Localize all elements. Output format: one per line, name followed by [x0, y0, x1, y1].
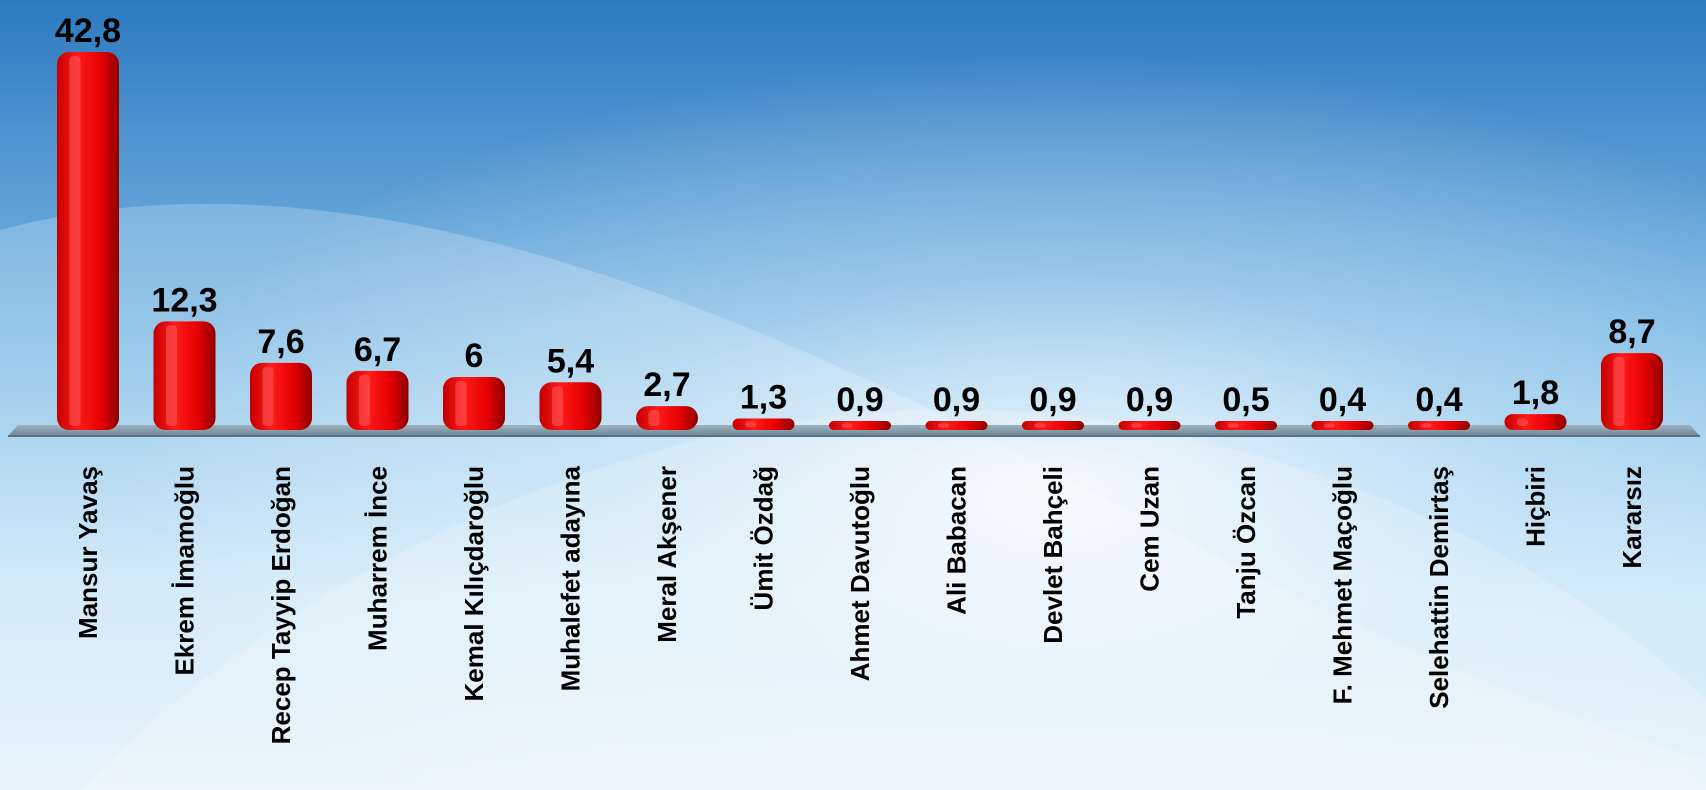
background-swoosh: [0, 203, 1706, 790]
category-label: Selehattin Demirtaş: [1424, 466, 1454, 709]
value-label: 12,3: [151, 281, 217, 319]
bar: [1215, 421, 1277, 430]
category-label: Hiçbiri: [1521, 466, 1551, 547]
bar-highlight: [1613, 357, 1625, 426]
bar-highlight: [1420, 423, 1432, 428]
category-label: Ahmet Davutoğlu: [845, 466, 875, 681]
bar: [1408, 421, 1470, 430]
bar: [153, 321, 216, 430]
bar-highlight: [165, 325, 178, 426]
category-label: F. Mehmet Maçoğlu: [1328, 466, 1358, 704]
category-label: Devlet Bahçeli: [1038, 466, 1068, 644]
value-label: 0,4: [1319, 381, 1366, 419]
value-labels-group: 42,8 12,3 7,6 6,7 6 5,4 2,7 1,3 0,9 0,9 0,9 0,9 0,5 0…: [55, 12, 1656, 419]
category-label: Ekrem İmamoğlu: [170, 466, 200, 676]
bar: [539, 382, 602, 430]
bar-highlight: [69, 56, 81, 426]
category-label: Tanju Özcan: [1231, 466, 1261, 619]
bar-highlight: [1034, 423, 1046, 428]
value-label: 0,5: [1222, 381, 1269, 419]
bar: [925, 421, 988, 430]
value-label: 6: [465, 337, 484, 375]
value-label: 6,7: [354, 331, 401, 369]
value-label: 1,8: [1512, 374, 1559, 412]
value-label: 5,4: [547, 342, 594, 380]
value-label: 0,4: [1415, 381, 1462, 419]
chart-floor: [8, 425, 1700, 437]
background-swoosh-2: [80, 409, 1706, 790]
bar-highlight: [648, 410, 660, 426]
bar-highlight: [937, 423, 950, 428]
category-label: Kararsız: [1617, 466, 1647, 569]
category-label: Kemal Kılıçdaroğlu: [459, 466, 489, 702]
value-label: 7,6: [257, 323, 304, 361]
bar: [1504, 414, 1567, 430]
bar-highlight: [1323, 423, 1336, 428]
floor-plane: [8, 425, 1700, 436]
category-label: Ümit Özdağ: [749, 466, 779, 610]
bar: [829, 421, 891, 430]
bar: [1601, 353, 1663, 430]
bar: [346, 370, 409, 430]
bar: [1022, 421, 1084, 430]
category-label: Mansur Yavaş: [73, 466, 103, 639]
category-label: Cem Uzan: [1135, 466, 1165, 592]
bar: [57, 52, 119, 430]
category-label: Muhalefet adayına: [556, 465, 586, 691]
bar-highlight: [551, 386, 564, 426]
value-label: 0,9: [836, 381, 883, 419]
bar: [443, 377, 505, 430]
bar-highlight: [1227, 423, 1239, 428]
category-label: Meral Akşener: [652, 466, 682, 643]
bar-highlight: [455, 381, 467, 426]
bar: [1311, 421, 1374, 430]
category-label: Ali Babacan: [942, 466, 972, 615]
bar: [1118, 421, 1181, 430]
bar-highlight: [358, 374, 371, 426]
bar-highlight: [744, 421, 757, 428]
bar-highlight: [1130, 423, 1143, 428]
bar-highlight: [262, 366, 274, 426]
value-label: 1,3: [740, 379, 787, 417]
value-label: 0,9: [1029, 381, 1076, 419]
category-labels-group: Mansur Yavaş Ekrem İmamoğlu Recep Tayyip E…: [73, 465, 1647, 744]
bar-highlight: [1516, 418, 1529, 427]
category-label: Recep Tayyip Erdoğan: [266, 466, 296, 744]
bars-group: [57, 52, 1663, 430]
value-label: 8,7: [1608, 313, 1655, 351]
value-label: 2,7: [643, 366, 690, 404]
bar: [250, 362, 312, 430]
bar-highlight: [841, 423, 853, 428]
value-label: 42,8: [55, 12, 121, 50]
bar: [732, 418, 795, 430]
value-label: 0,9: [1126, 381, 1173, 419]
value-label: 0,9: [933, 381, 980, 419]
bar: [636, 406, 698, 430]
category-label: Muharrem İnce: [363, 466, 393, 651]
